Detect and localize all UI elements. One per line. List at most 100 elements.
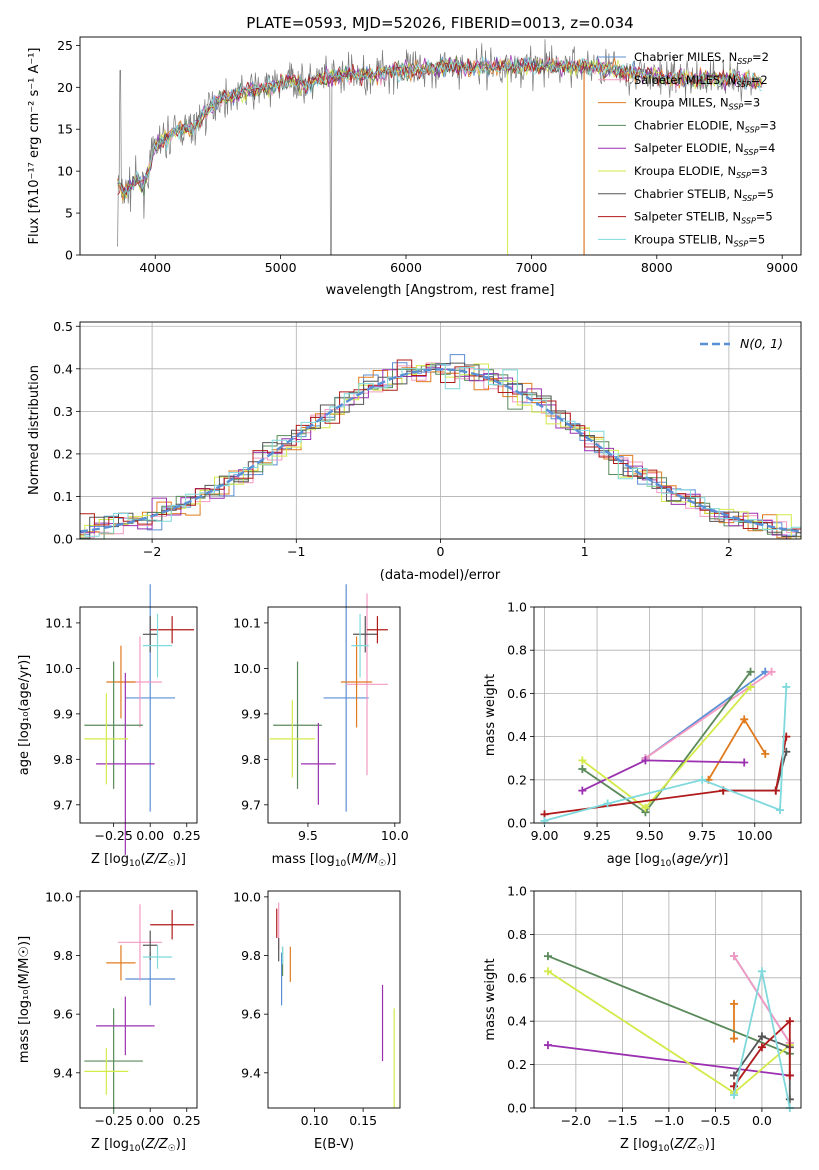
x-tick-label: 0.25 [173,828,201,843]
y-tick-label: 0.0 [507,1101,527,1116]
mass-weight-line [733,1019,791,1087]
y-tick-label: 9.8 [53,948,73,963]
y-tick-label: 0.8 [507,927,527,942]
panel-residuals: −2 −1 0 1 2 0.0 0.1 0.2 0.3 0.4 0.5 N(0, 1) (data-mo… [27,319,802,583]
y-axis-label: mass weight [483,958,498,1040]
y-tick-label: 10.0 [45,889,73,904]
axes-frame [79,321,802,540]
legend-label: Salpeter STELIB, N [634,210,741,224]
legend-label: Kroupa STELIB, N [634,232,734,246]
y-tick-label: 9.6 [53,1007,73,1022]
label-part: mass [log [272,852,335,867]
y-tick-label: 9.9 [53,706,73,721]
label-part: ☉ [168,859,176,869]
x-axis-label: Z [log10(Z/Z☉)] [620,1137,715,1154]
y-tick-label: 0.4 [507,1014,527,1029]
y-axis-label: Normed distribution [27,365,42,495]
y-tick-label: 0.8 [507,643,527,658]
x-tick-label: 0.00 [136,828,164,843]
label-part: Z [log [91,1137,129,1152]
y-axis-label: age [log₁₀(age/yr)] [17,655,32,776]
data-marker [641,756,650,765]
y-tick-label: 0.3 [53,404,73,419]
legend-label: Salpeter MILES, N [634,73,736,87]
x-axis-label: (data-model)/error [380,568,501,583]
legend-label: Chabrier MILES, N [634,50,737,64]
label-part: 10 [335,859,347,869]
legend-subscript: SSP [737,57,752,66]
panel-weight-vs-age: 9.00 9.25 9.50 9.75 10.00 0.0 0.2 0.4 0.6 0.8 1.0 a… [483,600,802,869]
legend-label: Kroupa ELODIE, N [634,164,736,178]
y-tick-label: 25 [57,38,73,53]
data-marker [746,667,755,676]
chart-panels: 4000 5000 6000 7000 8000 90000510152025Chabri… [17,36,802,1154]
x-tick-label: 0.10 [301,1113,329,1128]
data-marker [578,756,587,765]
y-tick-label: 10 [57,164,73,179]
panel-spectrum: 4000 5000 6000 7000 8000 9000 0 5 10 15 20 25 Chabri… [27,36,802,298]
y-tick-label: 0 [65,248,73,263]
label-part: Z/Z [145,852,169,867]
x-tick-label: 8000 [641,260,673,275]
y-tick-label: 10.0 [45,661,73,676]
legend-label: N(0, 1) [740,336,783,351]
y-tick-label: 10.1 [233,615,261,630]
legend-subscript: SSP [741,217,756,226]
data-marker [543,967,552,976]
panel-age-vs-Z: −0.25 0.00 0.25 9.7 9.8 9.9 10.0 10.1 Z [log10(Z… [17,584,201,869]
y-tick-label: 0.6 [507,686,527,701]
y-tick-label: 9.4 [241,1065,261,1080]
x-axis-label: age [log10(age/yr)] [607,852,729,869]
label-part: ☉ [378,859,386,869]
mass-weight-line [733,955,791,1044]
y-tick-label: 10.0 [233,889,261,904]
mass-weight-line [547,955,791,1055]
x-tick-label: 9.00 [531,828,559,843]
data-marker [771,786,780,795]
axes-frame [79,36,802,256]
legend-label: Kroupa MILES, N [634,96,729,110]
axes-frame [533,890,802,1109]
axes-frame [79,890,198,1109]
panel-weight-vs-Z: −2.0 −1.5 −1.0 −0.5 0.0 0.0 0.2 0.4 0.6 0.8 1.0 Z [… [483,884,802,1154]
x-tick-label: −1 [287,544,305,559]
legend-suffix: =5 [748,232,765,246]
x-axis-label: mass [log10(M/M☉)] [272,852,397,869]
y-axis-label: Flux [fλ10⁻¹⁷ erg cm⁻² s⁻¹ A⁻¹] [27,48,42,245]
mass-weight-line [547,1044,790,1077]
data-marker [540,816,549,825]
data-marker [730,1090,739,1099]
y-tick-label: 10.0 [233,661,261,676]
legend-entry: Chabrier MILES, NSSP=2 [634,50,769,66]
x-tick-label: 0 [437,544,445,559]
data-marker [730,1071,739,1080]
panel-mass-vs-Z: −0.25 0.00 0.25 9.4 9.6 9.8 10.0 Z [log10(Z/Z☉)… [17,889,201,1154]
label-part: ( [140,852,145,867]
data-marker [543,952,552,961]
x-tick-label: 5000 [265,260,297,275]
data-marker [761,749,770,758]
x-tick-label: 10.0 [381,828,409,843]
data-marker [603,799,612,808]
x-tick-label: 0.25 [173,1113,201,1128]
label-part: ☉ [697,1144,705,1154]
legend-entry: Kroupa MILES, NSSP=3 [634,96,760,112]
label-part: E(B-V) [314,1137,354,1152]
y-tick-label: 20 [57,80,73,95]
label-part: Z [log [620,1137,658,1152]
y-tick-label: 10.1 [45,615,73,630]
x-tick-label: −1.5 [607,1113,637,1128]
data-marker [757,1043,766,1052]
legend-suffix: =2 [751,73,768,87]
x-axis-label: Z [log10(Z/Z☉)] [91,852,186,869]
axes-frame [267,606,401,824]
legend-suffix: =4 [758,141,775,155]
axes-frame [79,606,198,824]
label-part: 10 [129,859,141,869]
gaussian-curve [79,368,802,533]
label-part: )] [718,852,728,867]
y-tick-label: 0.0 [507,816,527,831]
y-tick-label: 1.0 [507,600,527,615]
x-tick-label: 4000 [139,260,171,275]
